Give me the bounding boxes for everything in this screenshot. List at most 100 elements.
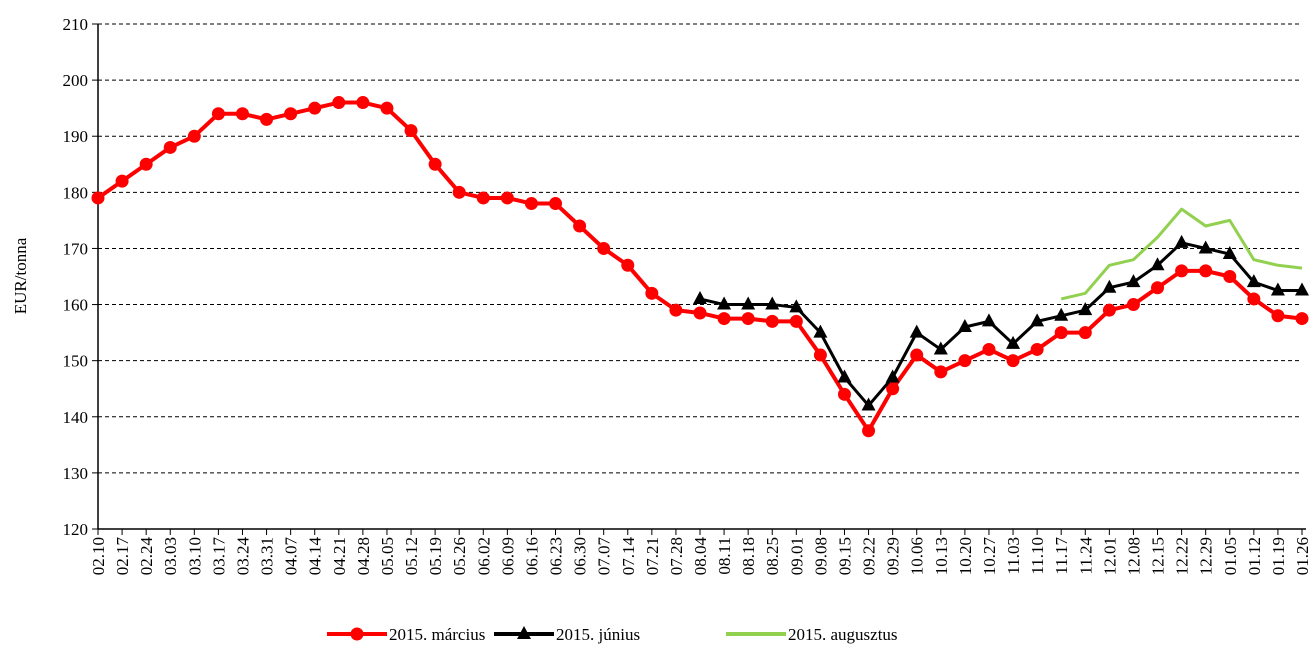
x-tick-label: 12.29 (1197, 537, 1216, 575)
data-point (1006, 335, 1021, 349)
x-tick-label: 03.10 (185, 537, 204, 575)
data-point (428, 157, 442, 171)
data-point (1126, 274, 1141, 288)
x-tick-label: 09.22 (860, 537, 879, 575)
x-tick-label: 12.15 (1149, 537, 1168, 575)
x-tick-label: 06.16 (522, 537, 541, 575)
x-tick-label: 06.09 (498, 537, 517, 575)
data-point (1078, 302, 1093, 316)
data-point (909, 324, 924, 338)
x-tick-label: 12.22 (1173, 537, 1192, 575)
y-tick-label: 130 (63, 464, 89, 483)
data-point (717, 296, 732, 310)
x-tick-label: 04.28 (354, 537, 373, 575)
data-point (910, 348, 924, 362)
x-tick-label: 09.29 (884, 537, 903, 575)
x-tick-label: 08.11 (715, 537, 734, 575)
series-line (1060, 207, 1303, 301)
data-point (163, 140, 177, 154)
data-point (476, 191, 490, 205)
y-tick-label: 210 (63, 15, 89, 34)
data-point (789, 299, 804, 313)
x-tick-label: 04.07 (282, 537, 301, 576)
data-point (717, 312, 731, 326)
data-point (1247, 292, 1261, 306)
data-point (115, 174, 129, 188)
x-tick-label: 11.10 (1028, 537, 1047, 575)
data-point (1175, 264, 1189, 278)
x-tick-label: 12.01 (1100, 537, 1119, 575)
data-point (1006, 354, 1020, 368)
y-tick-label: 180 (63, 183, 89, 202)
x-tick-label: 03.17 (209, 537, 228, 576)
data-point (934, 365, 948, 379)
data-point (837, 387, 851, 401)
x-tick-label: 01.12 (1245, 537, 1264, 575)
data-point (524, 197, 538, 211)
data-point (1174, 234, 1189, 248)
data-point (187, 129, 201, 143)
data-point (981, 313, 996, 327)
data-point (693, 290, 707, 304)
series-line (699, 241, 1302, 408)
data-point (933, 341, 948, 355)
legend-marker (517, 626, 531, 639)
data-point (1054, 326, 1068, 340)
data-point (549, 197, 563, 211)
y-axis-label: EUR/tonna (11, 237, 30, 314)
x-tick-label: 01.05 (1221, 537, 1240, 575)
data-point (885, 369, 900, 383)
data-point (1222, 246, 1237, 260)
data-point (597, 241, 611, 255)
y-tick-label: 190 (63, 127, 89, 146)
data-point (1295, 282, 1309, 296)
data-point (1295, 312, 1309, 326)
x-tick-label: 07.21 (643, 537, 662, 575)
data-point (380, 101, 394, 115)
x-tick-label: 03.03 (161, 537, 180, 575)
series-line (96, 100, 1303, 433)
data-point (573, 219, 587, 233)
data-point (741, 296, 756, 310)
x-tick-label: 08.04 (691, 537, 710, 576)
data-point (693, 306, 707, 320)
y-tick-label: 160 (63, 296, 89, 315)
data-point (452, 185, 466, 199)
x-tick-label: 11.17 (1052, 537, 1071, 575)
data-point (645, 286, 659, 300)
data-point (958, 354, 972, 368)
data-point (308, 101, 322, 115)
data-point (1246, 274, 1261, 288)
data-point (139, 157, 153, 171)
data-point (1151, 281, 1165, 295)
data-point (1270, 282, 1285, 296)
data-point (1102, 279, 1117, 293)
data-point (1054, 307, 1069, 321)
data-point (1199, 264, 1213, 278)
x-tick-label: 03.24 (233, 537, 252, 576)
x-tick-label: 02.10 (89, 537, 108, 575)
y-tick-label: 140 (63, 408, 89, 427)
x-tick-label: 09.15 (835, 537, 854, 575)
y-tick-label: 120 (63, 520, 89, 539)
x-tick-label: 02.24 (137, 537, 156, 576)
data-point (284, 107, 298, 121)
data-point (669, 303, 683, 317)
data-point (1271, 309, 1285, 323)
data-point (813, 348, 827, 362)
data-point (1223, 270, 1237, 283)
data-point (332, 96, 346, 110)
x-tick-label: 04.21 (330, 537, 349, 575)
data-point (861, 397, 876, 411)
x-tick-label: 10.13 (932, 537, 951, 575)
x-tick-label: 04.14 (306, 537, 325, 576)
x-tick-label: 07.28 (667, 537, 686, 575)
x-tick-label: 06.30 (571, 537, 590, 575)
data-point (741, 312, 755, 326)
x-tick-label: 01.26 (1293, 537, 1312, 575)
data-point (765, 296, 780, 310)
x-tick-label: 01.19 (1269, 537, 1288, 575)
x-tick-label: 02.17 (113, 537, 132, 576)
data-point (404, 124, 418, 138)
